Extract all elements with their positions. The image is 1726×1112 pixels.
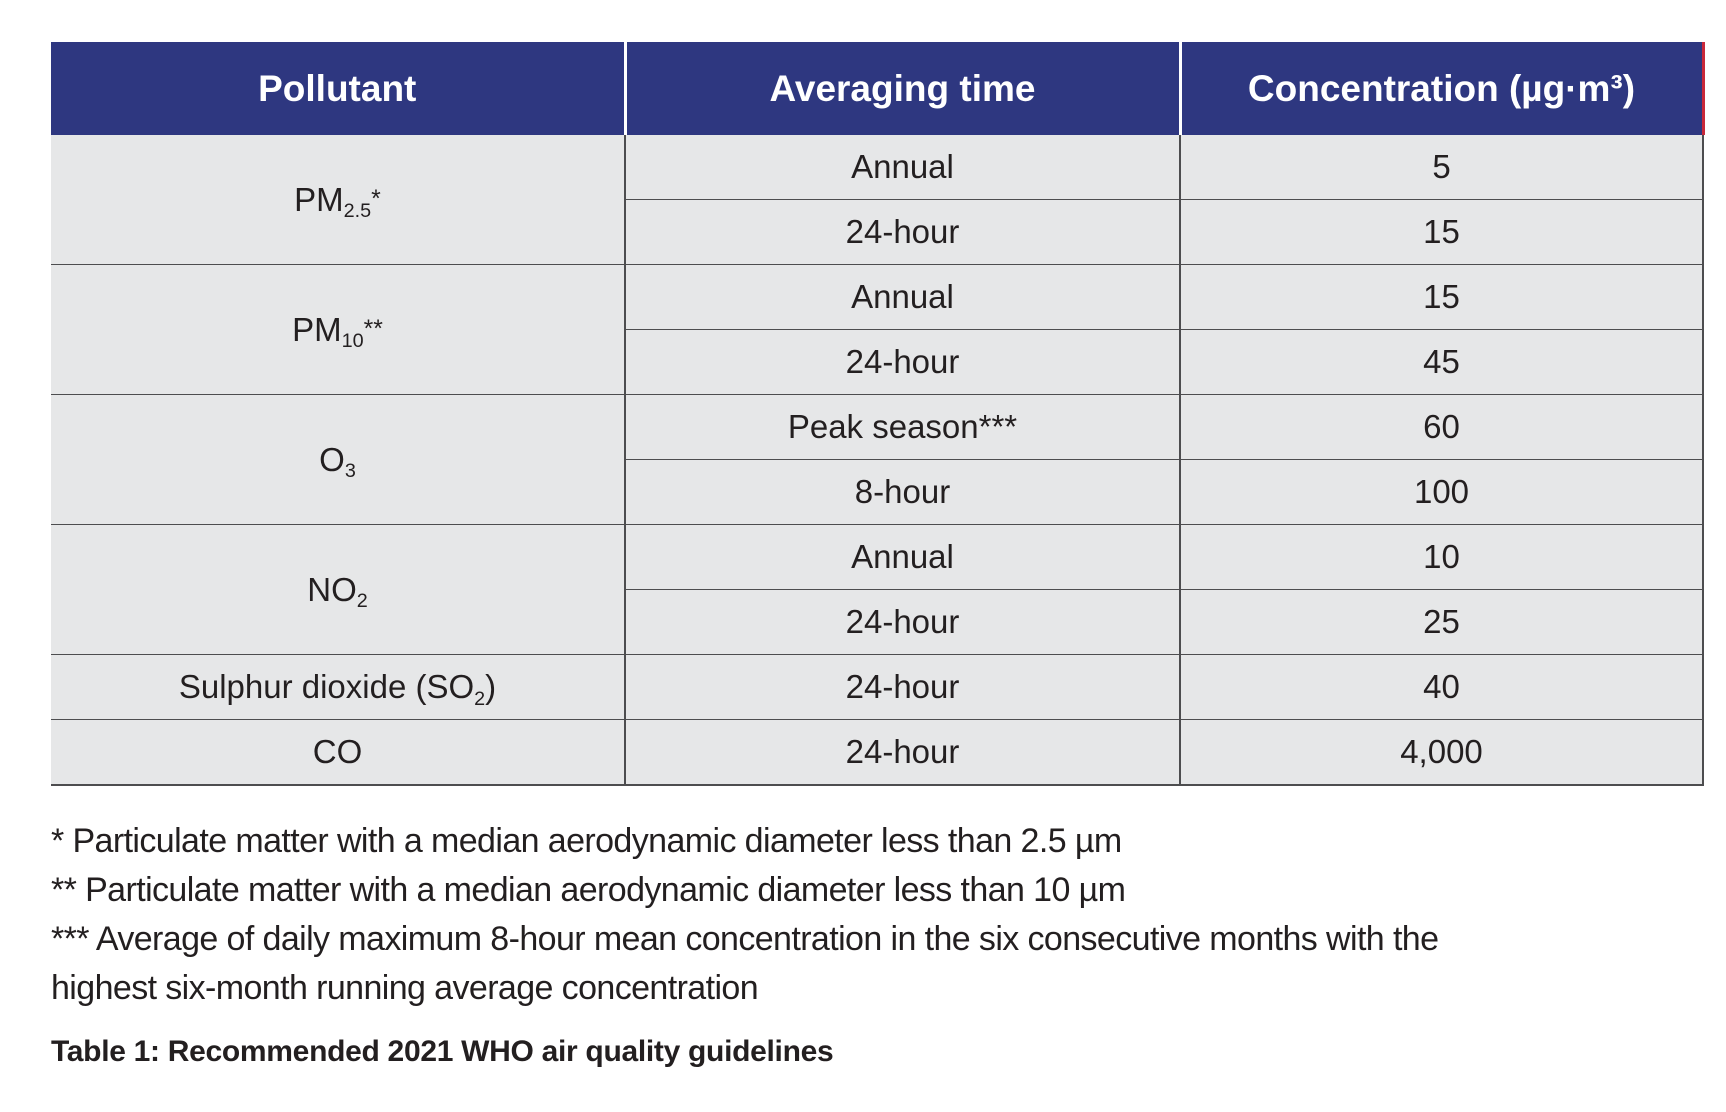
averaging-time-cell: Annual <box>624 264 1180 330</box>
averaging-time-cell: 24-hour <box>624 719 1180 786</box>
footnotes: * Particulate matter with a median aerod… <box>51 817 1491 1013</box>
header-averaging-time: Averaging time <box>623 42 1180 135</box>
pollutant-cell-pm10: PM10** <box>51 264 625 395</box>
concentration-cell: 5 <box>1179 135 1704 200</box>
table-row: Sulphur dioxide (SO2) 24-hour 40 <box>51 654 1704 720</box>
pollutant-cell-co: CO <box>51 719 625 786</box>
table-row: O3 Peak season*** 60 <box>51 394 1704 525</box>
footnote-pm25: * Particulate matter with a median aerod… <box>51 822 1122 860</box>
air-quality-table: Pollutant Averaging time Concentration (… <box>51 42 1705 786</box>
concentration-cell: 15 <box>1179 199 1704 265</box>
pollutant-cell-so2: Sulphur dioxide (SO2) <box>51 654 625 720</box>
averaging-time-cell: 24-hour <box>624 199 1180 265</box>
table-row: NO2 Annual 10 <box>51 524 1704 655</box>
header-pollutant: Pollutant <box>51 42 625 135</box>
table-row: PM2.5* Annual 5 <box>51 135 1704 265</box>
pollutant-cell-o3: O3 <box>51 394 625 525</box>
table-row: 24-hour 45 <box>51 329 1704 395</box>
pollutant-cell-no2: NO2 <box>51 524 625 655</box>
table-row: CO 24-hour 4,000 <box>51 719 1704 786</box>
table-caption: Table 1: Recommended 2021 WHO air qualit… <box>51 1035 834 1068</box>
averaging-time-cell: 24-hour <box>624 329 1180 395</box>
footnote-pm10: ** Particulate matter with a median aero… <box>51 871 1126 909</box>
averaging-time-cell: 24-hour <box>624 654 1180 720</box>
concentration-cell: 15 <box>1179 264 1704 330</box>
table-row: PM10** Annual 15 <box>51 264 1704 395</box>
pollutant-cell-pm25: PM2.5* <box>51 135 625 265</box>
concentration-cell: 40 <box>1179 654 1704 720</box>
averaging-time-cell: 8-hour <box>624 459 1180 525</box>
table-row: 24-hour 15 <box>51 199 1704 265</box>
footnote-peak-season: *** Average of daily maximum 8-hour mean… <box>51 920 1439 1007</box>
concentration-cell: 25 <box>1179 589 1704 655</box>
concentration-cell: 4,000 <box>1179 719 1704 786</box>
averaging-time-cell: Peak season*** <box>624 394 1180 460</box>
averaging-time-cell: Annual <box>624 524 1180 590</box>
concentration-cell: 10 <box>1179 524 1704 590</box>
table-header-row: Pollutant Averaging time Concentration (… <box>51 42 1705 135</box>
concentration-cell: 100 <box>1179 459 1704 525</box>
averaging-time-cell: 24-hour <box>624 589 1180 655</box>
table-row: 8-hour 100 <box>51 459 1704 525</box>
averaging-time-cell: Annual <box>624 135 1180 200</box>
table-row: 24-hour 25 <box>51 589 1704 655</box>
header-concentration: Concentration (µg·m³) <box>1178 42 1705 135</box>
concentration-cell: 45 <box>1179 329 1704 395</box>
concentration-cell: 60 <box>1179 394 1704 460</box>
